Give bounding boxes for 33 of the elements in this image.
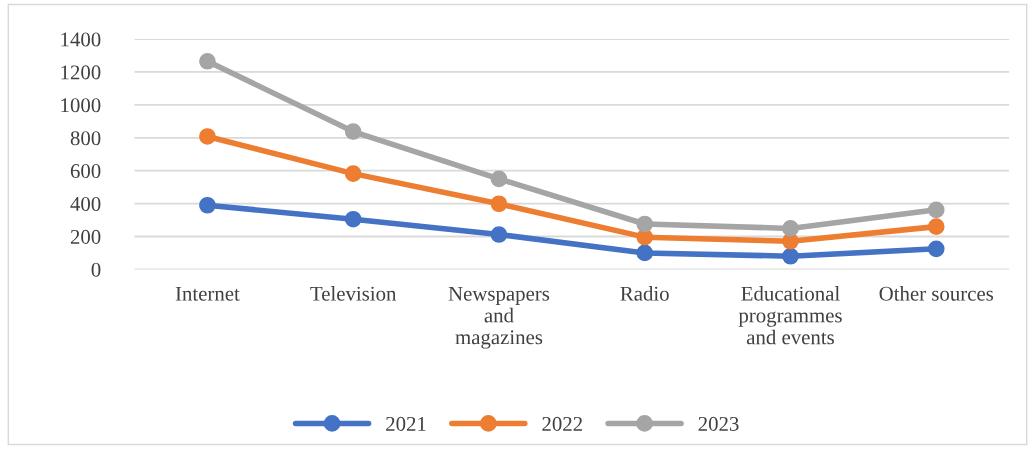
point — [199, 52, 216, 70]
point — [927, 201, 945, 219]
point — [927, 240, 945, 258]
point — [927, 218, 945, 235]
point — [636, 244, 654, 262]
point — [199, 128, 216, 145]
x-tick-label: Newspapers and magazines — [448, 286, 550, 349]
point — [490, 195, 508, 213]
point — [344, 123, 362, 140]
point — [490, 226, 508, 243]
y-tick-label: 600 — [70, 164, 101, 179]
point — [782, 247, 799, 265]
y-tick-label: 800 — [70, 131, 101, 146]
legend-label: 2023 — [698, 416, 739, 431]
x-tick-label: Radio — [620, 286, 669, 301]
y-tick-label: 1400 — [61, 32, 101, 47]
legend-label: 2022 — [542, 416, 582, 431]
y-tick-label: 1200 — [61, 65, 101, 80]
point — [199, 196, 216, 214]
y-tick-label: 0 — [91, 262, 101, 277]
x-tick-label: Educational programmes and events — [738, 286, 842, 345]
y-tick-label: 400 — [70, 196, 101, 212]
x-tick-label: Other sources — [879, 286, 994, 301]
point — [782, 220, 799, 237]
x-tick-label: Internet — [175, 286, 240, 301]
y-tick-label: 200 — [70, 229, 101, 244]
y-tick-label: 1000 — [61, 98, 101, 113]
x-tick-label: Television — [310, 286, 397, 301]
point — [490, 170, 508, 188]
point — [344, 210, 362, 228]
point — [636, 215, 654, 233]
point — [344, 165, 362, 182]
legend-label: 2021 — [386, 416, 426, 431]
